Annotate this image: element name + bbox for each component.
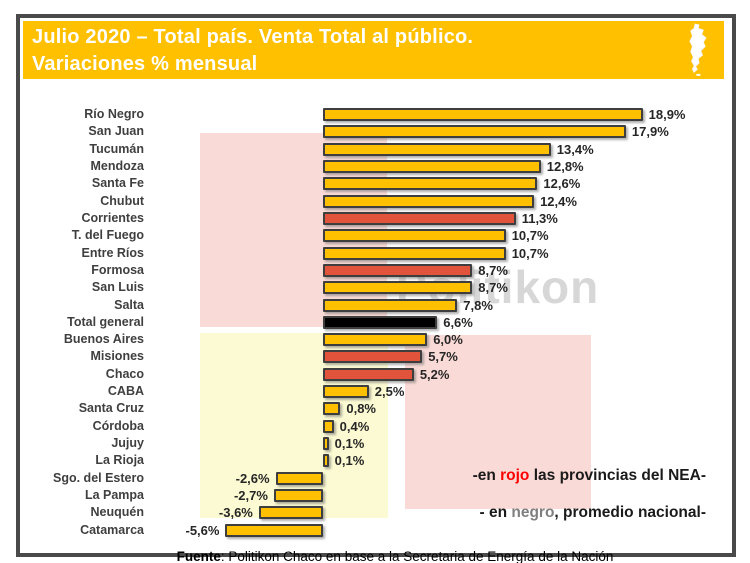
category-label: Salta [114,297,144,312]
category-label: Corrientes [81,210,144,225]
value-label: 0,4% [339,418,370,434]
category-label: Neuquén [90,505,144,520]
value-label: 7,8% [463,297,493,313]
value-label: 12,4% [540,193,577,209]
highlight-rect-yellow-bottom [200,333,388,518]
bar-mendoza [323,159,541,173]
bar-t-del-fuego [323,229,506,243]
category-label: Río Negro [84,107,144,121]
bar-buenos-aires [323,333,428,347]
value-label: 18,9% [648,107,686,122]
category-label: CABA [107,384,144,399]
bar-jujuy [323,437,329,451]
category-label: Total general [67,314,144,329]
category-label: Formosa [91,262,144,277]
category-label: Buenos Aires [63,332,144,347]
bar-total-general [323,315,438,329]
bar-san-luis [323,281,473,295]
category-label: Mendoza [90,158,144,173]
category-label: Córdoba [92,418,144,433]
bar-formosa [323,263,473,277]
source-label: Fuente [176,549,221,563]
bar-sgo-del-estero [275,471,323,485]
value-label: 6,6% [443,314,473,330]
highlight-rect-pink-bottom [405,335,591,509]
category-label: Santa Cruz [78,401,144,416]
value-label: 2,5% [374,384,405,400]
bar-chaco [323,367,414,381]
title-line-2: Variaciones % mensual [32,53,258,75]
value-label: 0,1% [334,436,365,452]
annotation-nea: -en rojo las provincias del NEA- [473,467,706,485]
value-label: 13,4% [556,141,594,157]
bar-chubut [323,194,535,208]
value-label: 12,6% [543,176,581,192]
value-label: 8,7% [478,262,508,278]
bar-tucum-n [323,142,551,156]
value-label: 8,7% [478,280,508,296]
value-label: 5,2% [419,366,450,382]
category-label: La Pampa [84,488,144,503]
annotation-part: - en [479,504,512,521]
category-label: San Luis [91,280,144,295]
category-label: Jujuy [111,436,144,451]
title-line-1: Julio 2020 – Total país. Venta Total al … [32,26,474,48]
value-label: 0,1% [334,453,365,469]
value-label: 12,8% [546,158,584,174]
value-label: 11,3% [521,210,558,226]
slide-title: Julio 2020 – Total país. Venta Total al … [23,21,724,79]
slide-frame: Politikon Río Negro 18,9% San Juan 17,9% Tuc… [16,14,736,563]
category-label: T. del Fuego [71,228,144,243]
value-label: 6,0% [433,332,463,348]
category-label: Misiones [90,349,145,364]
bar-salta [323,298,458,312]
category-label: La Rioja [95,453,144,468]
annotation-part: , promedio nacional- [554,504,706,521]
bar-la-rioja [323,454,329,468]
category-label: Santa Fe [91,176,144,191]
annotation-part: rojo [500,467,530,484]
bar-santa-fe [323,177,538,191]
bar-caba [323,385,369,399]
annotation-national-average: - en negro, promedio nacional- [479,504,706,522]
annotation-part: las provincias del NEA- [529,467,706,484]
bar-misiones [323,350,423,364]
category-label: Chubut [100,193,144,208]
value-label: -5,6% [185,522,220,538]
category-label: Sgo. del Estero [53,470,144,485]
category-label: Catamarca [80,522,144,537]
source-text: : Politikon Chaco en base a la Secretari… [220,549,614,563]
bar-la-pampa [273,489,323,503]
annotation-part: negro [511,504,555,521]
bar-c-rdoba [323,419,334,433]
bar-santa-cruz [323,402,341,416]
argentina-map-icon [684,23,711,82]
value-label: -2,6% [235,470,270,486]
bar-catamarca [225,523,323,537]
value-label: 10,7% [511,228,549,244]
category-label: Tucumán [89,141,144,156]
value-label: 10,7% [511,245,549,261]
category-label: Entre Ríos [81,245,144,260]
annotation-part: -en [472,467,501,484]
category-label: Chaco [105,366,144,381]
value-label: 5,7% [428,349,458,365]
bar-r-o-negro [323,108,643,121]
source-note: Fuente: Politikon Chaco en base a la Sec… [20,549,750,563]
bar-corrientes [323,211,516,225]
value-label: -3,6% [218,505,253,521]
category-label: San Juan [88,124,144,139]
value-label: 17,9% [631,124,669,140]
value-label: -2,7% [233,488,268,504]
value-label: 0,8% [346,401,376,417]
bar-neuqu-n [258,506,323,520]
bar-san-juan [323,125,626,139]
bar-entre-r-os [323,246,506,260]
